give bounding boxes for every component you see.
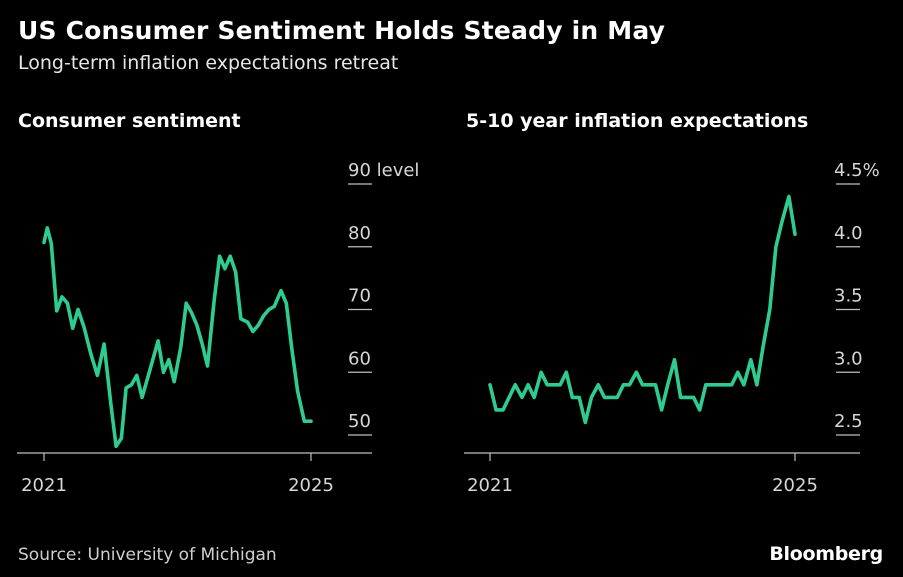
y-tick-label: 3.0	[834, 348, 863, 369]
x-tick-label: 2025	[288, 475, 334, 496]
y-tick-label: 60	[348, 348, 371, 369]
inflation-expectations-panel: 4.5% 4.0 3.5 3.0 2.5 2021 2025	[464, 160, 880, 496]
y-tick-label: 90 level	[348, 160, 419, 181]
y-tick-label: 50	[348, 411, 371, 432]
panel-title-consumer-sentiment: Consumer sentiment	[18, 110, 241, 132]
x-tick-label: 2021	[467, 475, 513, 496]
chart-title: US Consumer Sentiment Holds Steady in Ma…	[18, 16, 666, 45]
panel-title-inflation-expectations: 5-10 year inflation expectations	[466, 110, 809, 132]
y-tick-label: 3.5	[834, 286, 863, 307]
series-line	[42, 226, 313, 449]
y-tick-label: 80	[348, 223, 371, 244]
bloomberg-logo: Bloomberg	[769, 543, 883, 565]
y-tick-label: 4.5%	[834, 160, 880, 181]
chart-subtitle: Long-term inflation expectations retreat	[18, 52, 399, 74]
consumer-sentiment-panel: 90 level 80 70 60 50 2021 2025	[17, 160, 419, 496]
y-tick-label: 4.0	[834, 223, 863, 244]
y-tick-label: 2.5	[834, 411, 863, 432]
y-tick-label: 70	[348, 286, 371, 307]
x-tick-label: 2025	[772, 475, 818, 496]
series-line	[488, 194, 797, 425]
source-note: Source: University of Michigan	[18, 545, 277, 565]
x-tick-label: 2021	[21, 475, 67, 496]
